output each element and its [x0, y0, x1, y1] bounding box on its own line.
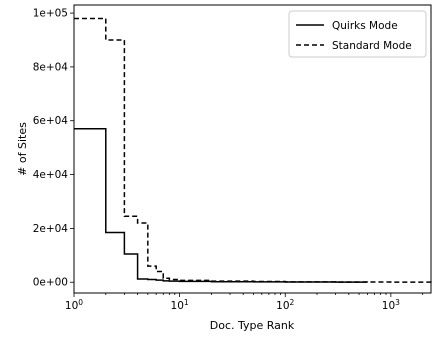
y-tick-label: 8e+04 [33, 61, 69, 73]
x-tick-label: 101 [171, 298, 189, 312]
y-ticks: 0e+00 2e+04 4e+04 6e+04 8e+04 1e+05 [33, 8, 74, 289]
x-tick-label: 100 [65, 298, 83, 312]
series-line-standard-mode [74, 17, 432, 283]
plot-frame [73, 4, 432, 294]
series-line-quirks-mode [74, 128, 369, 283]
series-layer [74, 17, 432, 283]
x-tick-label: 102 [276, 298, 294, 312]
y-tick-label: 1e+05 [33, 8, 68, 20]
y-tick-label: 6e+04 [33, 115, 69, 127]
legend-quirks-label: Quirks Mode [332, 20, 398, 32]
x-ticks: 100 101 102 103 [65, 293, 424, 312]
legend: Quirks Mode Standard Mode [288, 10, 427, 58]
x-axis-label: Doc. Type Rank [210, 319, 295, 332]
y-axis-label: # of Sites [16, 122, 29, 176]
y-tick-label: 2e+04 [33, 223, 69, 235]
legend-standard-label: Standard Mode [332, 40, 412, 52]
y-tick-label: 0e+00 [33, 277, 68, 289]
y-tick-label: 4e+04 [33, 169, 69, 181]
x-tick-label: 103 [382, 298, 400, 312]
